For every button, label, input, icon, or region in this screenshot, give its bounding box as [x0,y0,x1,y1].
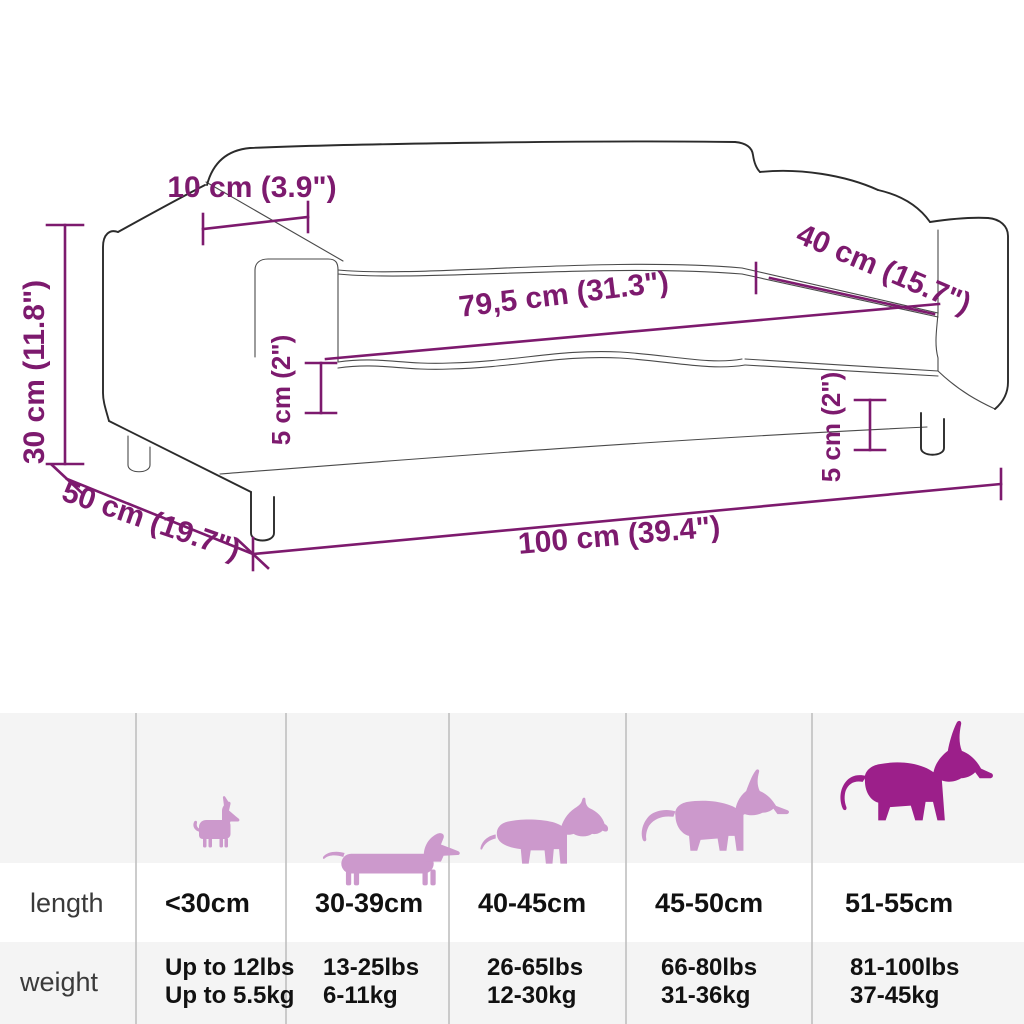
svg-text:45-50cm: 45-50cm [655,888,763,918]
svg-text:51-55cm: 51-55cm [845,888,953,918]
svg-text:Up to 12lbs: Up to 12lbs [165,954,294,981]
svg-text:81-100lbs: 81-100lbs [850,954,959,981]
svg-text:40-45cm: 40-45cm [478,888,586,918]
svg-text:Up to 5.5kg: Up to 5.5kg [165,982,294,1009]
svg-text:weight: weight [19,967,99,997]
svg-text:13-25lbs: 13-25lbs [323,954,419,981]
svg-text:12-30kg: 12-30kg [487,982,576,1009]
svg-text:26-65lbs: 26-65lbs [487,954,583,981]
svg-text:6-11kg: 6-11kg [323,982,398,1009]
svg-text:30 cm (11.8"): 30 cm (11.8") [18,280,51,464]
svg-text:5 cm (2"): 5 cm (2") [266,335,296,446]
svg-text:66-80lbs: 66-80lbs [661,954,757,981]
svg-text:5 cm (2"): 5 cm (2") [816,372,846,483]
svg-text:37-45kg: 37-45kg [850,982,939,1009]
svg-text:31-36kg: 31-36kg [661,982,750,1009]
svg-text:10 cm (3.9"): 10 cm (3.9") [167,171,336,204]
svg-text:length: length [30,888,104,918]
svg-text:30-39cm: 30-39cm [315,888,423,918]
svg-text:<30cm: <30cm [165,888,250,918]
